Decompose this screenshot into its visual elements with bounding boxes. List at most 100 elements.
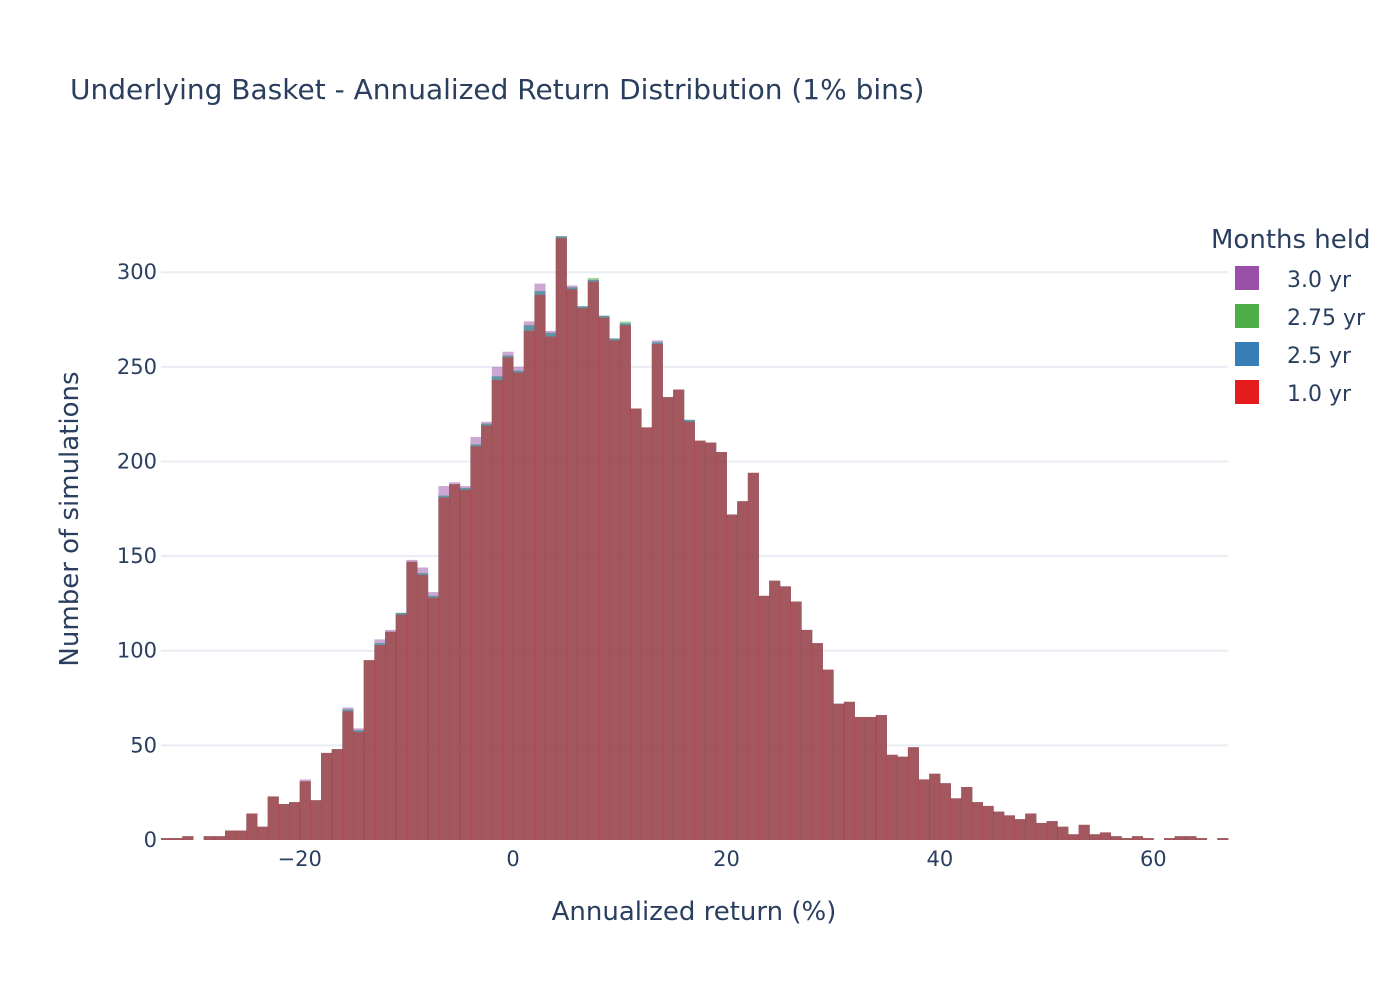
histogram-bar: [438, 497, 450, 840]
y-tick-label: 50: [130, 733, 157, 757]
y-tick-label: 200: [117, 449, 157, 473]
histogram-bar: [257, 826, 269, 840]
histogram-bar: [161, 838, 173, 840]
legend-title: Months held: [1211, 225, 1371, 255]
legend-label: 1.0 yr: [1287, 382, 1352, 407]
histogram-bar: [267, 796, 279, 840]
histogram-bar: [470, 446, 482, 840]
x-tick-label: 60: [1140, 847, 1167, 871]
histogram-bar: [278, 804, 290, 840]
histogram-bar: [1110, 836, 1122, 840]
histogram-bar: [737, 501, 749, 840]
legend-swatch: [1235, 342, 1259, 366]
histogram-bar: [1067, 834, 1080, 840]
x-axis-title: Annualized return (%): [552, 897, 837, 927]
histogram-bar: [566, 289, 578, 841]
histogram-bar: [971, 802, 983, 840]
histogram-bar: [961, 787, 973, 840]
histogram-bar: [705, 442, 717, 840]
histogram-bar: [726, 514, 738, 840]
x-tick-label: 20: [713, 847, 740, 871]
histogram-bars: [161, 236, 1229, 841]
histogram-bar: [897, 756, 909, 840]
histogram-bar: [1014, 819, 1026, 840]
y-axis-ticks: 0 50 100 150 200 250 300: [117, 260, 157, 852]
histogram-bar: [321, 752, 333, 840]
histogram-bar: [673, 389, 685, 840]
histogram-bar: [459, 489, 471, 840]
chart-title: Underlying Basket - Annualized Return Di…: [70, 73, 924, 106]
histogram-bar: [854, 716, 866, 840]
legend-label: 2.75 yr: [1287, 306, 1366, 331]
histogram-bar: [1163, 838, 1176, 840]
histogram-bar: [694, 440, 706, 840]
histogram-bar: [214, 836, 226, 840]
x-axis-ticks: −20 0 20 40 60: [278, 847, 1167, 871]
histogram-bar: [779, 586, 791, 840]
legend: Months held 3.0 yr 2.75 yr 2.5 yr 1.0 yr: [1211, 225, 1371, 407]
histogram-bar: [1025, 813, 1037, 840]
histogram-bar: [833, 703, 845, 840]
series-1-0-yr: [161, 238, 1229, 841]
histogram-bar: [417, 575, 429, 840]
histogram-bar: [929, 773, 941, 840]
histogram-bar: [289, 802, 301, 840]
histogram-bar: [182, 836, 194, 840]
histogram-bar: [427, 597, 439, 840]
histogram-bar: [1121, 838, 1133, 840]
histogram-bar: [534, 294, 546, 841]
histogram-bar: [982, 805, 994, 840]
histogram-bar: [449, 484, 461, 840]
y-axis-title: Number of simulations: [55, 371, 85, 666]
legend-label: 2.5 yr: [1287, 344, 1352, 369]
histogram-bar: [1099, 832, 1112, 840]
histogram-bar: [171, 838, 183, 840]
histogram-bar: [790, 601, 802, 840]
histogram-bar: [641, 427, 653, 840]
histogram-bar: [523, 330, 535, 840]
y-tick-label: 0: [144, 828, 157, 852]
histogram-bar: [758, 595, 770, 840]
histogram-bar: [683, 421, 695, 840]
histogram-bar: [918, 779, 930, 840]
histogram-bar: [993, 811, 1005, 840]
histogram-bar: [715, 452, 727, 840]
histogram-bar: [235, 830, 247, 840]
histogram-bar: [491, 380, 503, 840]
histogram-bar: [587, 281, 599, 840]
histogram-bar: [555, 238, 567, 840]
legend-swatch: [1235, 380, 1259, 404]
histogram-bar: [1057, 826, 1069, 840]
histogram-bar: [1089, 834, 1101, 840]
histogram-bar: [577, 308, 589, 840]
histogram-bar: [310, 800, 322, 840]
histogram-bar: [811, 643, 823, 840]
histogram-bar: [353, 732, 365, 840]
histogram-bar: [630, 408, 642, 840]
histogram-bar: [886, 754, 898, 840]
histogram-bar: [939, 783, 951, 840]
legend-swatch: [1235, 304, 1259, 328]
histogram-bar: [1174, 836, 1186, 840]
y-tick-label: 150: [117, 544, 157, 568]
histogram-bar: [1035, 822, 1048, 840]
histogram-bar: [1142, 838, 1154, 840]
x-tick-label: 0: [506, 847, 519, 871]
histogram-bar: [747, 472, 759, 840]
x-tick-label: 40: [927, 847, 954, 871]
histogram-bar: [203, 836, 215, 840]
histogram-bar: [769, 580, 781, 840]
legend-swatch: [1235, 266, 1259, 290]
histogram-bar: [1217, 838, 1229, 840]
histogram-bar: [374, 645, 386, 840]
histogram-bar: [1185, 836, 1197, 840]
histogram-bar: [843, 701, 855, 840]
histogram-bar: [545, 336, 557, 840]
y-tick-label: 250: [117, 355, 157, 379]
histogram-bar: [875, 715, 887, 840]
legend-label: 3.0 yr: [1287, 268, 1352, 293]
histogram-bar: [1131, 836, 1144, 840]
histogram-bar: [406, 561, 418, 840]
histogram-bar: [1003, 815, 1015, 840]
